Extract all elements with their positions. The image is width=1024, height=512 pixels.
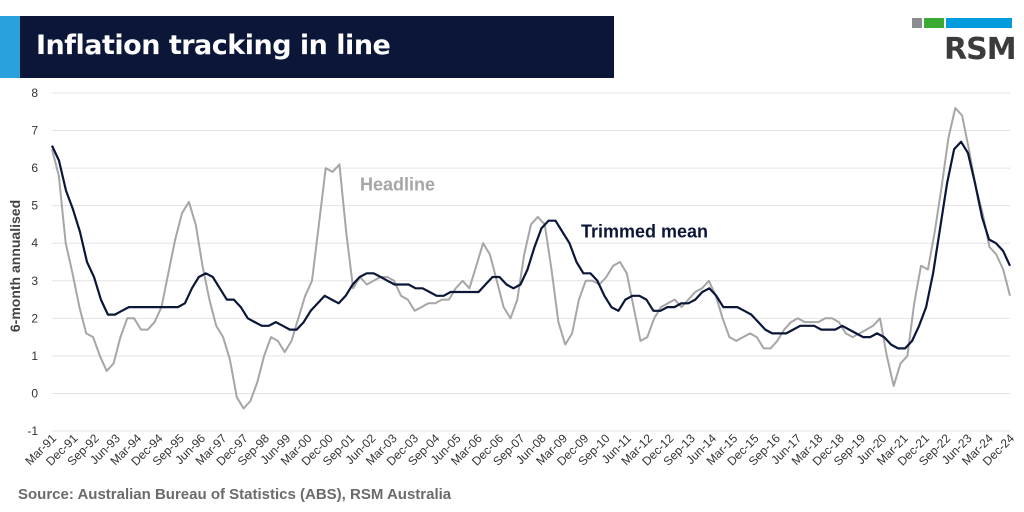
title-accent	[0, 16, 20, 78]
chart-title: Inflation tracking in line	[36, 30, 391, 61]
y-axis-label: 6-month annualised	[7, 200, 23, 332]
rsm-logo: RSM	[912, 18, 1017, 68]
logo-text: RSM	[944, 32, 1017, 67]
y-tick-label: 8	[31, 86, 38, 100]
y-tick-label: 0	[31, 386, 38, 400]
y-tick-label: 2	[31, 311, 38, 325]
source-note: Source: Australian Bureau of Statistics …	[18, 486, 452, 503]
y-tick-label: 6	[31, 161, 38, 175]
y-tick-label: -1	[27, 424, 38, 438]
y-tick-label: 7	[31, 124, 38, 138]
logo-bar-green	[924, 18, 944, 28]
trimmed-mean-series-line	[51, 140, 1011, 350]
logo-bar-grey	[912, 18, 922, 28]
logo-bar-blue	[946, 18, 1012, 28]
trimmed-mean-annotation: Trimmed mean	[581, 222, 708, 242]
headline-annotation: Headline	[360, 175, 435, 195]
y-tick-label: 1	[31, 349, 38, 363]
y-tick-label: 5	[31, 199, 38, 213]
y-tick-label: 3	[31, 274, 38, 288]
headline-series-line	[51, 107, 1011, 410]
y-tick-label: 4	[31, 236, 38, 250]
title-bar: Inflation tracking in line	[0, 16, 614, 78]
